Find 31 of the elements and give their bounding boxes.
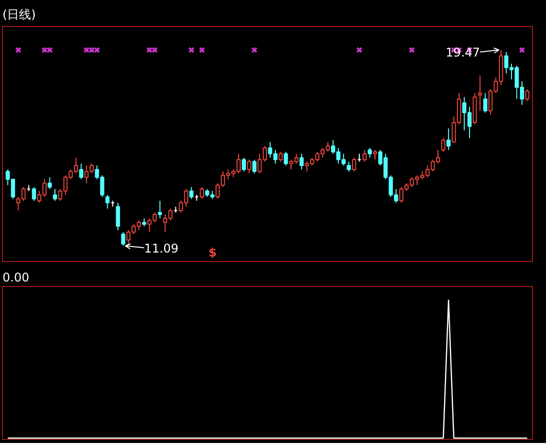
annotation: 11.09 [144, 241, 179, 256]
candlestick [48, 176, 52, 190]
candlestick [242, 157, 246, 172]
candlestick [247, 159, 252, 174]
chart-title: 0.00 [2, 270, 30, 284]
candlestick [368, 147, 372, 158]
candlestick [158, 200, 162, 219]
candlestick [373, 149, 378, 160]
candlestick [105, 194, 110, 210]
candlestick [116, 202, 120, 231]
candlestick [300, 153, 304, 170]
candlestick [189, 186, 194, 200]
candlestick [446, 128, 451, 150]
annotation: $ [208, 246, 217, 260]
candlestick [483, 92, 488, 114]
candlestick [362, 149, 367, 162]
candlestick [441, 138, 446, 152]
candlestick [352, 157, 356, 172]
candlestick [525, 88, 530, 102]
candlestick [200, 186, 204, 200]
candlestick [278, 151, 283, 162]
candlestick [284, 151, 288, 166]
candlestick [79, 163, 84, 180]
candlestick [52, 188, 58, 202]
candlestick [121, 232, 126, 246]
candlestick [478, 74, 482, 112]
candlestick [252, 159, 256, 174]
annotation: 19.47 [446, 45, 480, 60]
candlestick [346, 161, 351, 172]
chart-title: (日线) [2, 8, 36, 22]
candlestick [32, 186, 36, 202]
